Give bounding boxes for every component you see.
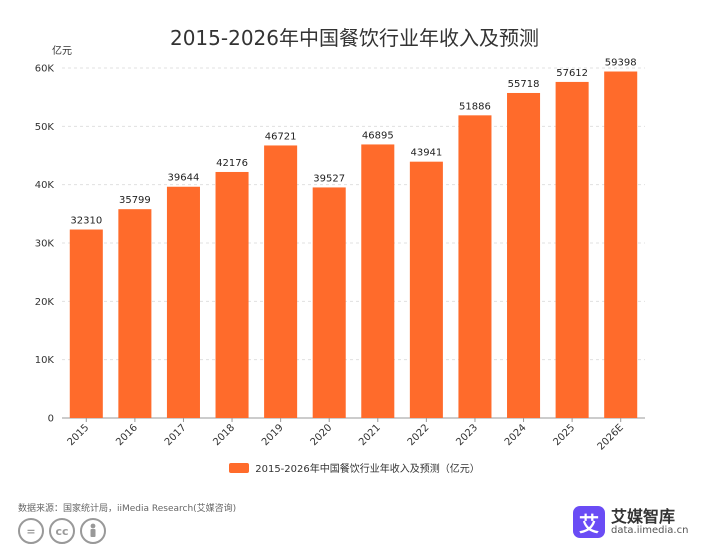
- bar-2023: [458, 115, 492, 418]
- legend-swatch: [229, 462, 250, 473]
- brand[interactable]: 艾 艾媒智库 data.iimedia.cn: [573, 506, 688, 538]
- license-icons: = cc: [18, 518, 106, 544]
- source-note: 数据来源：国家统计局，iiMedia Research(艾媒咨询): [18, 504, 237, 514]
- person-icon: [80, 518, 106, 544]
- x-tick-label: 2016: [114, 422, 140, 448]
- y-tick-label: 30K: [35, 239, 55, 250]
- bar-2015: [69, 229, 103, 418]
- x-tick-label: 2015: [66, 422, 92, 448]
- equal-icon: =: [18, 518, 44, 544]
- bar-2022: [409, 161, 443, 419]
- x-tick-label: 2025: [551, 422, 577, 448]
- bar-2021: [361, 144, 395, 418]
- chart-title: 2015-2026年中国餐饮行业年收入及预测: [169, 26, 539, 50]
- bar-2025: [555, 81, 589, 419]
- brand-url: data.iimedia.cn: [611, 525, 689, 537]
- data-label: 35799: [119, 195, 151, 206]
- data-label: 43941: [410, 148, 442, 159]
- x-tick-label: 2020: [309, 422, 335, 448]
- data-label: 57612: [556, 68, 588, 79]
- bar-2024: [507, 92, 541, 418]
- data-label: 55718: [508, 79, 540, 90]
- x-tick-label: 2017: [163, 422, 189, 448]
- data-label: 42176: [216, 158, 248, 169]
- x-tick-label: 2022: [406, 422, 432, 448]
- bar-2016: [118, 209, 152, 418]
- data-label: 32310: [70, 216, 102, 227]
- cc-icon: cc: [49, 518, 75, 544]
- y-tick-label: 20K: [35, 297, 55, 308]
- x-tick-label: 2026E: [596, 422, 626, 452]
- y-axis-unit: 亿元: [52, 44, 72, 57]
- x-tick-label: 2023: [454, 422, 480, 448]
- data-label: 46895: [362, 130, 394, 141]
- bar-2026E: [604, 71, 638, 419]
- y-tick-label: 60K: [35, 64, 55, 75]
- bar-2020: [312, 187, 346, 418]
- y-tick-label: 0: [48, 414, 54, 425]
- brand-logo: 艾: [573, 506, 605, 538]
- bar-2019: [264, 145, 298, 419]
- x-tick-label: 2021: [357, 422, 383, 448]
- brand-name: 艾媒智库: [611, 506, 676, 526]
- x-tick-label: 2018: [211, 422, 237, 448]
- data-label: 39644: [168, 173, 200, 184]
- x-tick-label: 2024: [503, 422, 529, 448]
- bar-2017: [166, 186, 200, 418]
- y-tick-label: 40K: [35, 180, 55, 191]
- legend-label: 2015-2026年中国餐饮行业年收入及预测（亿元）: [255, 464, 480, 475]
- y-tick-label: 50K: [35, 122, 55, 133]
- data-label: 59398: [605, 58, 637, 69]
- y-tick-label: 10K: [35, 355, 55, 366]
- legend[interactable]: 2015-2026年中国餐饮行业年收入及预测（亿元）: [0, 460, 709, 475]
- data-label: 39527: [313, 173, 345, 184]
- x-tick-label: 2019: [260, 422, 286, 448]
- data-label: 51886: [459, 101, 491, 112]
- data-label: 46721: [265, 131, 297, 142]
- bar-chart: 亿元 0 10K 20K 30K 40K 50K 60K 32310 2015 35799 2016 3…: [35, 44, 645, 453]
- bar-2018: [215, 171, 249, 418]
